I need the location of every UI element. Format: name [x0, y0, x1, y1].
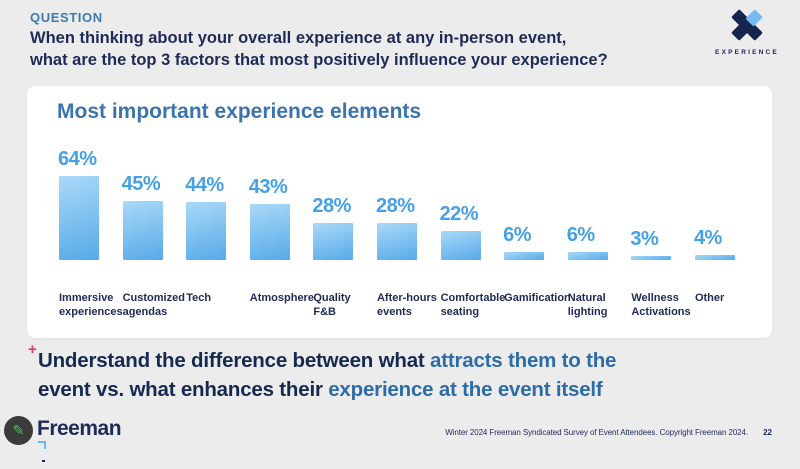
- bar-value-label: 64%: [58, 148, 97, 170]
- freeman-corner-mark-icon: [38, 441, 46, 449]
- experience-logo: EXPERIENCE: [708, 6, 786, 56]
- insight-line: event vs. what enhances their experience…: [38, 376, 616, 405]
- insight-plus-marker: +: [28, 341, 37, 358]
- bar-value-label: 28%: [375, 195, 415, 217]
- bar-value-label: 3%: [630, 228, 659, 250]
- chart-column: 28% After-hours events: [375, 146, 441, 319]
- chart-card: Most important experience elements 64% Im…: [27, 86, 772, 338]
- question-line-2: what are the top 3 factors that most pos…: [30, 51, 608, 69]
- bar-category-label: Other: [694, 292, 725, 304]
- freeman-logo: Freeman: [37, 417, 129, 469]
- bar-category-label: After-hours events: [376, 292, 437, 318]
- bar: [504, 252, 545, 260]
- bar-category-label: Customized agendas: [122, 292, 185, 318]
- experience-logo-label: EXPERIENCE: [715, 49, 779, 56]
- bar: [249, 204, 290, 260]
- chart-column: 45% Customized agendas: [121, 146, 187, 319]
- bar-category-label: Gamification: [504, 292, 571, 304]
- chart-column: 22% Comfortable seating: [439, 146, 506, 319]
- bar-value-label: 6%: [503, 224, 532, 246]
- bar: [567, 252, 608, 260]
- chart-column: 4% Other: [693, 146, 759, 306]
- bar: [376, 223, 417, 260]
- bar-value-label: 22%: [439, 203, 479, 225]
- page-number: 22: [763, 428, 772, 437]
- chart-column: 43% Atmosphere: [248, 146, 314, 306]
- bar: [440, 231, 481, 260]
- insight-segment: experience at the event itself: [328, 377, 603, 401]
- chart-column: 3% Wellness Activations: [630, 146, 695, 319]
- question-line-1: When thinking about your overall experie…: [30, 29, 567, 47]
- chart-column: 28% Quality F&B: [312, 146, 377, 319]
- bar-value-label: 45%: [121, 173, 161, 195]
- bar: [122, 201, 163, 260]
- bar-category-label: Immersive experiences: [59, 292, 123, 318]
- chart-column: 6% Natural lighting: [566, 146, 632, 319]
- freeman-dot-icon: [42, 459, 45, 462]
- question-eyebrow: QUESTION: [30, 10, 103, 25]
- pencil-icon: ✎: [12, 422, 25, 439]
- bar: [313, 223, 354, 260]
- bar-category-label: Tech: [186, 292, 212, 304]
- bar-value-label: 28%: [312, 195, 351, 217]
- bar-category-label: Quality F&B: [313, 292, 351, 318]
- bar-value-label: 44%: [185, 174, 224, 196]
- bar-category-label: Atmosphere: [249, 292, 314, 304]
- edit-pencil-badge[interactable]: ✎: [4, 416, 33, 445]
- x-logo-icon: [731, 9, 763, 41]
- chart-column: 6% Gamification: [503, 146, 571, 306]
- bar-value-label: 43%: [248, 176, 288, 198]
- insight-line: Understand the difference between what a…: [38, 347, 616, 376]
- chart-column: 44% Tech: [185, 146, 250, 306]
- chart-column: 64% Immersive experiences: [58, 146, 123, 319]
- chart-title: Most important experience elements: [57, 100, 422, 123]
- insight-segment: attracts them to the: [430, 349, 617, 372]
- insight-text: Understand the difference between what a…: [38, 347, 616, 404]
- bar: [59, 176, 99, 260]
- bar-value-label: 4%: [693, 227, 722, 249]
- question-text: When thinking about your overall experie…: [30, 27, 608, 71]
- insight-segment: event vs. what enhances their: [38, 377, 329, 401]
- insight-segment: Understand the difference between what: [38, 349, 431, 372]
- bar: [186, 202, 227, 260]
- bar-category-label: Comfortable seating: [440, 292, 506, 318]
- bar-category-label: Wellness Activations: [631, 292, 691, 318]
- bar-chart: 64% Immersive experiences 45% Customized agen…: [58, 146, 759, 319]
- bar-category-label: Natural lighting: [567, 292, 608, 318]
- bar-value-label: 6%: [566, 224, 595, 246]
- bar: [694, 255, 735, 260]
- footer-copyright: Winter 2024 Freeman Syndicated Survey of…: [445, 428, 748, 437]
- freeman-wordmark: Freeman: [37, 417, 122, 440]
- bar: [631, 256, 672, 260]
